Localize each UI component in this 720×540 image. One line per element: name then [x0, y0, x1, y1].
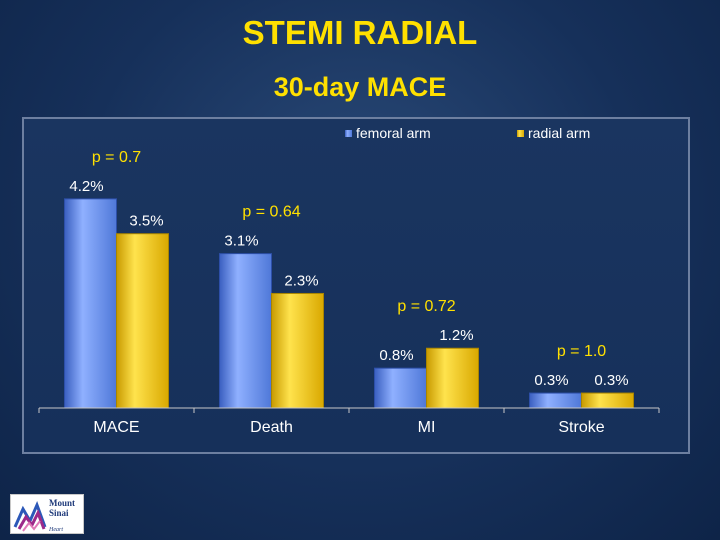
data-label-mace-radial: 3.5%: [129, 213, 163, 230]
p-value-mi: p = 0.72: [397, 298, 455, 315]
data-label-death-femoral: 3.1%: [224, 233, 258, 250]
bar-mi-radial: [426, 347, 479, 409]
bar-death-femoral: [219, 253, 272, 409]
chart-legend: femoral arm radial arm: [345, 125, 590, 141]
x-tick-label-mi: MI: [418, 419, 436, 436]
data-label-stroke-radial: 0.3%: [594, 372, 628, 389]
logo-line-3: Heart: [49, 527, 63, 533]
slide-title: STEMI RADIAL: [242, 14, 478, 51]
logo-line-2: Sinai: [49, 508, 69, 518]
x-tick-label-death: Death: [250, 419, 293, 436]
bar-mi-femoral: [374, 367, 427, 409]
logo-line-1: Mount: [49, 498, 76, 508]
p-value-death: p = 0.64: [242, 204, 300, 221]
bar-mace-radial: [116, 233, 169, 409]
bars-group: [64, 198, 634, 409]
mount-sinai-logo: Mount Sinai Heart: [10, 494, 84, 534]
bar-stroke-femoral: [529, 392, 582, 409]
bar-chart: femoral arm radial arm MACE Death MI Stroke …: [38, 125, 660, 436]
bar-stroke-radial: [581, 392, 634, 409]
slide-subtitle: 30-day MACE: [273, 72, 447, 102]
legend-swatch-0: [345, 130, 352, 137]
legend-swatch-1: [517, 130, 524, 137]
chart-panel: femoral arm radial arm MACE Death MI Stroke …: [22, 117, 690, 454]
x-axis: MACE Death MI Stroke: [38, 407, 660, 436]
data-label-mi-radial: 1.2%: [439, 327, 473, 344]
data-label-mace-femoral: 4.2%: [69, 178, 103, 195]
data-label-mi-femoral: 0.8%: [379, 347, 413, 364]
x-tick-label-stroke: Stroke: [558, 419, 604, 436]
legend-label-0: femoral arm: [356, 125, 431, 141]
bar-mace-femoral: [64, 198, 117, 409]
bar-death-radial: [271, 292, 324, 409]
x-tick-label-mace: MACE: [93, 419, 139, 436]
legend-label-1: radial arm: [528, 125, 590, 141]
data-label-death-radial: 2.3%: [284, 272, 318, 289]
data-labels: 4.2% 3.5% p = 0.7 3.1% 2.3% p = 0.64 0.8% 1.2% p…: [69, 149, 628, 389]
data-label-stroke-femoral: 0.3%: [534, 372, 568, 389]
logo-mark-icon: [13, 500, 47, 532]
p-value-mace: p = 0.7: [92, 149, 141, 166]
p-value-stroke: p = 1.0: [557, 343, 606, 360]
